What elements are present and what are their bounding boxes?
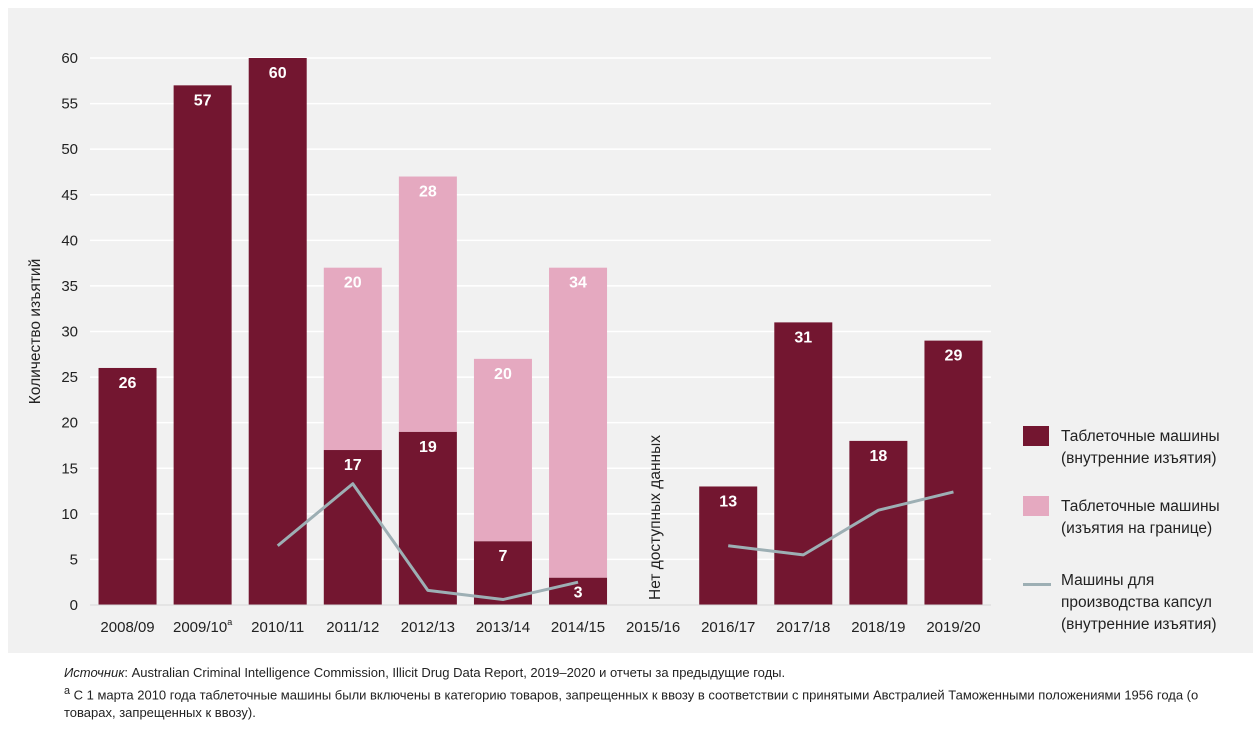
bar-value-label: 60: [269, 65, 287, 82]
y-tick-label: 50: [61, 141, 78, 158]
bar-border: [473, 358, 532, 542]
source-text: : Australian Criminal Intelligence Commi…: [124, 665, 786, 680]
y-tick-label: 40: [61, 232, 78, 249]
bar-domestic: [398, 431, 457, 605]
y-tick-label: 55: [61, 96, 78, 113]
bar-value-label: 26: [119, 375, 137, 392]
bar-value-label: 31: [794, 329, 812, 346]
x-tick-label: 2012/13: [401, 619, 455, 636]
x-tick-label: 2013/14: [476, 619, 530, 636]
bar-value-label: 3: [574, 585, 583, 602]
source-lead: Источник: [64, 665, 125, 680]
y-tick-label: 5: [70, 551, 78, 568]
bar-domestic: [173, 85, 232, 606]
bar-domestic: [924, 340, 983, 605]
legend-label: Таблеточные машины: [1061, 498, 1220, 515]
footnote-marker: a: [64, 685, 71, 697]
y-tick-label: 10: [61, 506, 78, 523]
bar-value-label: 57: [194, 92, 212, 109]
x-tick-label: 2018/19: [851, 619, 905, 636]
chart: 0 5 10 15 20 25 30 35 40 45 50 55 60 Количество изъят…: [27, 50, 991, 636]
y-tick-label: 60: [61, 50, 78, 67]
no-data-annotation: Нет доступных данных: [647, 435, 664, 600]
x-tick-label: 2017/18: [776, 619, 830, 636]
bar-value-label: 28: [419, 184, 437, 201]
x-tick-label: 2011/12: [326, 619, 379, 636]
legend-label: (внутренние изъятия): [1061, 616, 1217, 633]
bar-domestic: [323, 450, 382, 605]
legend-label: Машины для: [1061, 572, 1155, 589]
y-tick-label: 25: [61, 369, 78, 386]
bar-value-label: 19: [419, 439, 437, 456]
footnotes: Источник: Australian Criminal Intelligen…: [64, 664, 1234, 722]
y-tick-label: 45: [61, 187, 78, 204]
legend-label: (изъятия на границе): [1061, 520, 1213, 537]
footnote-text: С 1 марта 2010 года таблеточные машины б…: [64, 687, 1199, 721]
capsule-line: [728, 490, 954, 557]
y-tick-label: 30: [61, 324, 78, 341]
x-tick-label: 2016/17: [701, 619, 755, 636]
y-tick-label: 35: [61, 278, 78, 295]
bar-value-label: 17: [344, 457, 362, 474]
y-tick-label: 15: [61, 460, 78, 477]
x-tick-label: 2014/15: [551, 619, 605, 636]
x-tick-label: 2009/10a: [173, 617, 232, 636]
y-tick-label: 20: [61, 415, 78, 432]
x-tick-label: 2008/09: [100, 619, 154, 636]
source-note: Источник: Australian Criminal Intelligen…: [64, 664, 1234, 682]
bar-domestic: [248, 58, 307, 605]
footnote-a: a С 1 марта 2010 года таблеточные машины…: [64, 682, 1234, 722]
bar-value-label: 20: [494, 366, 512, 383]
x-tick-label: 2015/16: [626, 619, 680, 636]
bar-value-label: 29: [945, 348, 963, 365]
bar-value-label: 7: [499, 548, 508, 565]
bar-value-label: 20: [344, 275, 362, 292]
legend-swatch-domestic: [1023, 426, 1049, 446]
bar-value-label: 13: [719, 493, 737, 510]
bar-border: [398, 176, 457, 432]
y-tick-label: 0: [70, 597, 78, 614]
legend-label: (внутренние изъятия): [1061, 450, 1217, 467]
bar-value-label: 34: [569, 275, 587, 292]
legend-label: Таблеточные машины: [1061, 428, 1220, 445]
legend-swatch-border: [1023, 496, 1049, 516]
legend-label: производства капсул: [1061, 594, 1212, 611]
capsule-line: [276, 482, 579, 602]
x-tick-label: 2019/20: [926, 619, 980, 636]
chart-panel: 0 5 10 15 20 25 30 35 40 45 50 55 60 Количество изъят…: [8, 8, 1253, 653]
legend-line-capsule: [1023, 583, 1051, 586]
bar-value-label: 18: [869, 448, 887, 465]
bar-border: [549, 267, 608, 578]
bar-domestic: [774, 322, 833, 605]
bar-domestic: [98, 367, 157, 605]
y-axis-label: Количество изъятий: [27, 259, 44, 404]
x-tick-label: 2010/11: [251, 619, 304, 636]
bar-border: [323, 267, 382, 451]
